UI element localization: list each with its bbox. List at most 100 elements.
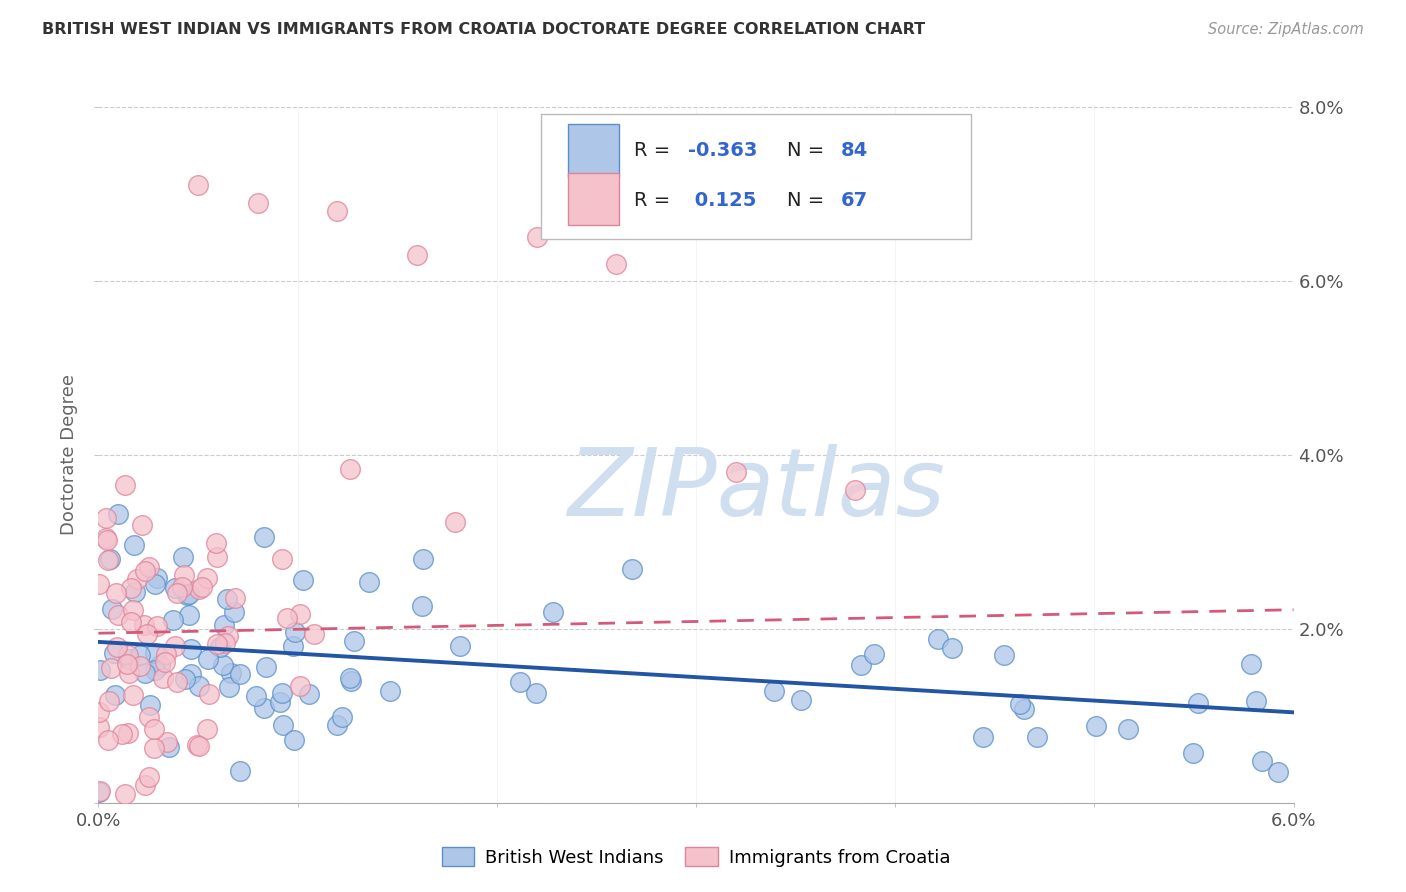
FancyBboxPatch shape (568, 173, 620, 226)
Point (89, 576, 111, 591)
Point (149, 657, 172, 672)
Point (851, 657, 873, 672)
Point (1240, 657, 1263, 671)
Point (118, 665, 141, 680)
Point (134, 778, 156, 792)
Point (224, 591, 246, 605)
FancyBboxPatch shape (540, 114, 970, 239)
Point (152, 671, 174, 685)
Point (157, 739, 180, 754)
Legend: British West Indians, Immigrants from Croatia: British West Indians, Immigrants from Cr… (434, 839, 957, 874)
Point (288, 607, 311, 621)
Point (253, 701, 276, 715)
Point (509, 674, 531, 689)
Point (143, 723, 166, 737)
Point (245, 690, 267, 704)
Point (270, 551, 292, 566)
Point (208, 640, 231, 654)
Point (198, 687, 221, 701)
Point (145, 571, 167, 585)
Point (138, 559, 160, 574)
Point (179, 608, 201, 623)
Point (195, 722, 218, 736)
Point (271, 686, 294, 700)
Point (326, 204, 349, 219)
Point (87, 785, 110, 799)
Point (143, 577, 166, 591)
Point (993, 648, 1015, 662)
Point (163, 581, 186, 595)
Point (122, 688, 145, 702)
Point (87, 706, 110, 720)
Point (131, 518, 153, 533)
Point (217, 629, 239, 643)
Point (290, 679, 312, 693)
Point (134, 564, 156, 578)
Point (188, 582, 211, 596)
Point (143, 647, 166, 661)
Text: N =: N = (787, 192, 831, 211)
Text: -0.363: -0.363 (688, 141, 756, 160)
Point (304, 627, 326, 641)
Point (283, 732, 305, 747)
Point (229, 666, 252, 681)
Text: Source: ZipAtlas.com: Source: ZipAtlas.com (1208, 22, 1364, 37)
Point (1181, 746, 1204, 760)
Point (406, 248, 429, 262)
Text: 0.125: 0.125 (688, 192, 756, 211)
Point (1116, 723, 1139, 737)
Point (146, 619, 169, 633)
Point (176, 588, 198, 602)
Point (411, 599, 433, 613)
Point (138, 770, 160, 784)
Point (284, 625, 307, 640)
Point (330, 710, 353, 724)
Point (143, 663, 166, 677)
Point (1246, 694, 1268, 708)
Point (101, 602, 124, 616)
Point (139, 698, 162, 713)
Point (89, 663, 111, 677)
Point (120, 582, 142, 596)
Point (98, 694, 121, 708)
Point (205, 536, 228, 550)
Point (205, 550, 228, 565)
Point (339, 671, 361, 685)
Point (172, 550, 194, 565)
Point (114, 787, 136, 801)
Point (212, 618, 235, 632)
Point (186, 739, 208, 753)
Point (187, 178, 209, 193)
Point (449, 639, 471, 653)
Point (205, 637, 228, 651)
Point (326, 718, 349, 732)
Point (1251, 754, 1274, 768)
Point (162, 613, 184, 627)
Point (96, 533, 118, 547)
Text: 67: 67 (841, 192, 868, 211)
Point (217, 592, 239, 607)
Point (128, 648, 150, 662)
Point (155, 655, 177, 669)
Point (111, 727, 134, 741)
Point (844, 483, 866, 497)
Text: R =: R = (634, 192, 676, 211)
Point (1267, 764, 1289, 779)
Point (156, 735, 179, 749)
Point (89, 784, 111, 798)
Point (605, 257, 627, 271)
Point (763, 684, 786, 698)
Point (97, 733, 120, 747)
Point (298, 686, 321, 700)
Point (214, 636, 236, 650)
Point (188, 679, 211, 693)
Point (927, 632, 949, 646)
Point (104, 688, 127, 702)
Point (173, 567, 195, 582)
Point (138, 710, 160, 724)
Point (444, 515, 467, 529)
Point (412, 552, 434, 566)
Point (115, 657, 138, 672)
Point (172, 581, 194, 595)
Point (1010, 697, 1032, 711)
